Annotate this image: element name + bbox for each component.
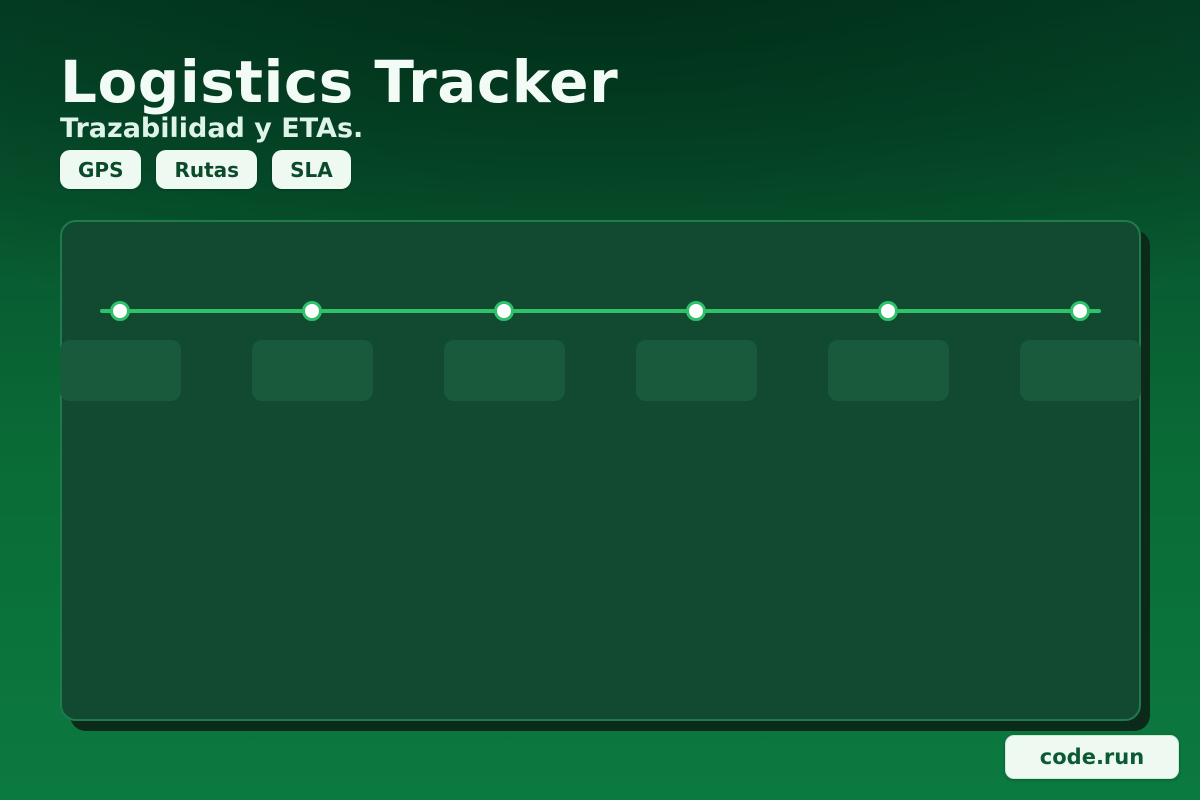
timeline-card-5 [828, 340, 949, 401]
timeline-track [100, 309, 1101, 313]
timeline-card-2 [252, 340, 373, 401]
tag-chip-sla[interactable]: SLA [272, 150, 351, 189]
timeline-node-5[interactable] [878, 301, 898, 321]
timeline-card-6 [1020, 340, 1141, 401]
timeline-node-1[interactable] [110, 301, 130, 321]
tag-chips: GPS Rutas SLA [60, 150, 351, 189]
tag-chip-rutas[interactable]: Rutas [156, 150, 258, 189]
timeline-card-3 [444, 340, 565, 401]
timeline-node-3[interactable] [494, 301, 514, 321]
timeline-node-6[interactable] [1070, 301, 1090, 321]
tag-chip-gps[interactable]: GPS [60, 150, 142, 189]
page-title: Logistics Tracker [60, 48, 619, 116]
timeline-node-4[interactable] [686, 301, 706, 321]
brand-badge[interactable]: code.run [1005, 735, 1179, 779]
timeline-card-1 [60, 340, 181, 401]
page-subtitle: Trazabilidad y ETAs. [60, 113, 364, 144]
timeline-node-2[interactable] [302, 301, 322, 321]
timeline-panel [60, 220, 1141, 721]
timeline-card-4 [636, 340, 757, 401]
